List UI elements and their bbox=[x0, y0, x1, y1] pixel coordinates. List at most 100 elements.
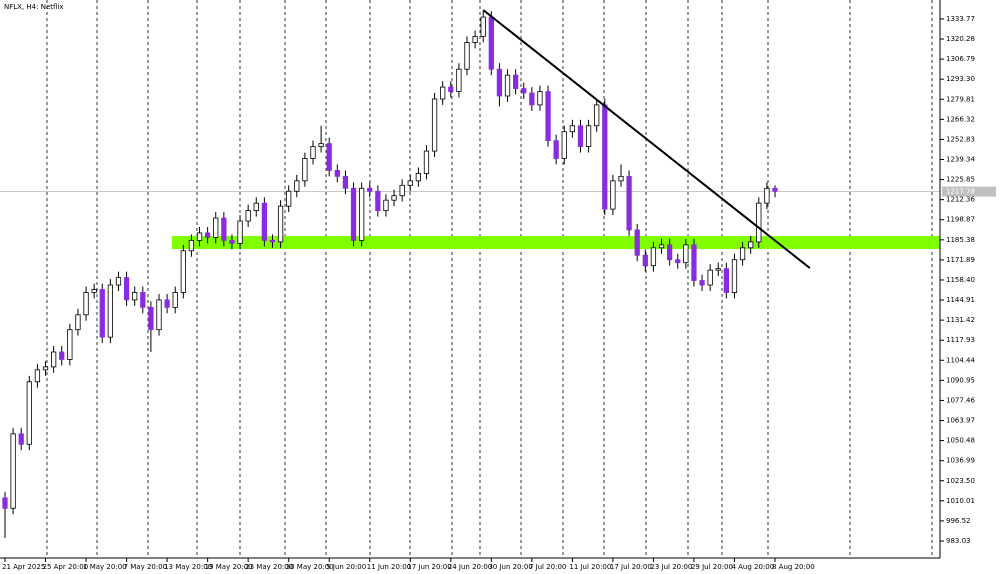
candle-body bbox=[626, 175, 632, 231]
candle-body bbox=[367, 187, 373, 192]
candle-body bbox=[318, 143, 324, 148]
candle-body bbox=[172, 292, 178, 308]
y-tick-label: 1212.36 bbox=[946, 196, 975, 204]
y-tick-label: 1293.30 bbox=[946, 75, 975, 83]
candle-body bbox=[391, 195, 397, 201]
candle-body bbox=[75, 314, 81, 331]
y-tick-label: 1320.28 bbox=[946, 35, 975, 43]
candle-body bbox=[213, 217, 219, 238]
y-tick-label: 1185.38 bbox=[946, 236, 975, 244]
y-tick-label: 1104.44 bbox=[946, 356, 975, 364]
candle-body bbox=[10, 433, 16, 509]
candle-body bbox=[675, 259, 681, 264]
candle-body bbox=[545, 91, 551, 142]
current-price-box bbox=[942, 186, 996, 197]
candle-body bbox=[658, 244, 665, 249]
y-tick-label: 1063.97 bbox=[946, 417, 975, 425]
candle-body bbox=[772, 187, 778, 192]
candle-body bbox=[618, 175, 624, 182]
candle-body bbox=[188, 239, 195, 252]
x-tick-label: 24 Jun 20:00 bbox=[448, 563, 492, 571]
y-tick-label: 983.03 bbox=[946, 537, 971, 545]
x-tick-label: 8 Aug 20:00 bbox=[772, 563, 815, 571]
candle-body bbox=[51, 351, 57, 368]
candle-body bbox=[699, 280, 705, 286]
candle-body bbox=[667, 244, 673, 261]
candle-body bbox=[115, 277, 122, 286]
x-tick-label: 23 Jul 20:00 bbox=[650, 563, 692, 571]
candle-body bbox=[456, 68, 462, 92]
candle-body bbox=[221, 217, 227, 241]
y-tick-label: 1090.95 bbox=[946, 376, 975, 384]
x-tick-label: 30 Jun 20:00 bbox=[488, 563, 532, 571]
y-tick-label: 1023.50 bbox=[946, 477, 975, 485]
candle-body bbox=[99, 289, 105, 338]
candle-body bbox=[756, 202, 762, 243]
candle-body bbox=[107, 284, 113, 338]
candle-body bbox=[723, 268, 729, 293]
candle-body bbox=[594, 104, 600, 127]
candle-body bbox=[504, 74, 511, 97]
y-tick-label: 1252.83 bbox=[946, 135, 975, 143]
chart-title: NFLX, H4: Netflix bbox=[4, 3, 64, 11]
candle-body bbox=[537, 91, 543, 106]
current-price-label: 1217.78 bbox=[946, 188, 975, 196]
candle-body bbox=[342, 175, 349, 189]
candle-body bbox=[521, 88, 527, 94]
y-tick-label: 1077.46 bbox=[946, 396, 975, 404]
x-tick-label: 13 May 20:00 bbox=[164, 563, 212, 571]
candle-body bbox=[569, 125, 575, 133]
y-tick-label: 1010.01 bbox=[946, 497, 975, 505]
candle-body bbox=[91, 289, 97, 293]
candle-body bbox=[42, 366, 49, 371]
x-tick-label: 5 Jun 20:00 bbox=[326, 563, 366, 571]
candle-body bbox=[34, 369, 41, 383]
candle-body bbox=[302, 158, 308, 182]
y-tick-label: 996.52 bbox=[946, 517, 971, 525]
candle-body bbox=[488, 16, 494, 70]
x-tick-label: 21 Apr 2025 bbox=[2, 563, 45, 571]
candle-body bbox=[123, 277, 130, 301]
candle-body bbox=[529, 92, 535, 106]
support-zone bbox=[171, 236, 941, 250]
candle-body bbox=[205, 232, 211, 238]
x-tick-label: 11 Jun 20:00 bbox=[367, 563, 411, 571]
candle-body bbox=[634, 229, 640, 256]
y-tick-label: 1050.48 bbox=[946, 437, 975, 445]
candle-body bbox=[83, 292, 89, 316]
candle-body bbox=[496, 68, 503, 97]
candle-body bbox=[715, 268, 721, 271]
candle-body bbox=[132, 292, 138, 301]
candle-body bbox=[359, 187, 365, 241]
y-tick-label: 1279.81 bbox=[946, 95, 975, 103]
candle-body bbox=[350, 187, 357, 241]
candle-body bbox=[294, 180, 300, 192]
x-tick-label: 17 Jun 20:00 bbox=[407, 563, 451, 571]
y-tick-label: 1158.40 bbox=[946, 276, 975, 284]
y-tick-label: 1144.91 bbox=[946, 296, 975, 304]
candle-body bbox=[448, 86, 454, 92]
candle-body bbox=[739, 247, 746, 261]
candle-body bbox=[148, 306, 154, 331]
y-tick-label: 1171.89 bbox=[946, 256, 975, 264]
x-tick-label: 7 May 20:00 bbox=[124, 563, 168, 571]
y-tick-label: 1036.99 bbox=[946, 457, 975, 465]
x-tick-label: 7 Jul 20:00 bbox=[529, 563, 567, 571]
candle-body bbox=[261, 202, 267, 241]
candle-body bbox=[67, 329, 73, 360]
x-tick-label: 4 Aug 20:00 bbox=[731, 563, 774, 571]
x-tick-label: 25 Apr 20:00 bbox=[43, 563, 89, 571]
candle-body bbox=[585, 125, 592, 148]
candle-body bbox=[480, 16, 486, 37]
candle-body bbox=[707, 269, 713, 286]
x-tick-label: 29 Jul 20:00 bbox=[691, 563, 733, 571]
candle-body bbox=[464, 42, 470, 70]
candle-body bbox=[245, 210, 251, 222]
candle-body bbox=[334, 170, 340, 177]
candle-body bbox=[431, 98, 438, 152]
candle-body bbox=[407, 180, 413, 186]
candle-body bbox=[610, 180, 616, 210]
candle-body bbox=[472, 36, 478, 43]
candle-body bbox=[683, 244, 689, 264]
